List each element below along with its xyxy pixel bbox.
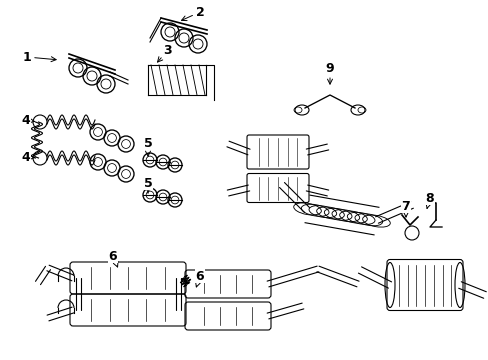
Text: 6: 6 [108, 249, 118, 267]
Text: 5: 5 [143, 136, 152, 156]
Text: 4: 4 [21, 150, 34, 163]
Text: 9: 9 [325, 62, 334, 84]
Text: 5: 5 [143, 176, 152, 193]
Text: 8: 8 [425, 192, 433, 208]
Text: 7: 7 [401, 199, 409, 217]
Text: 6: 6 [195, 270, 204, 287]
Text: 3: 3 [157, 44, 172, 62]
Text: 2: 2 [181, 5, 204, 21]
Text: 4: 4 [21, 113, 34, 126]
Text: 1: 1 [22, 50, 56, 63]
